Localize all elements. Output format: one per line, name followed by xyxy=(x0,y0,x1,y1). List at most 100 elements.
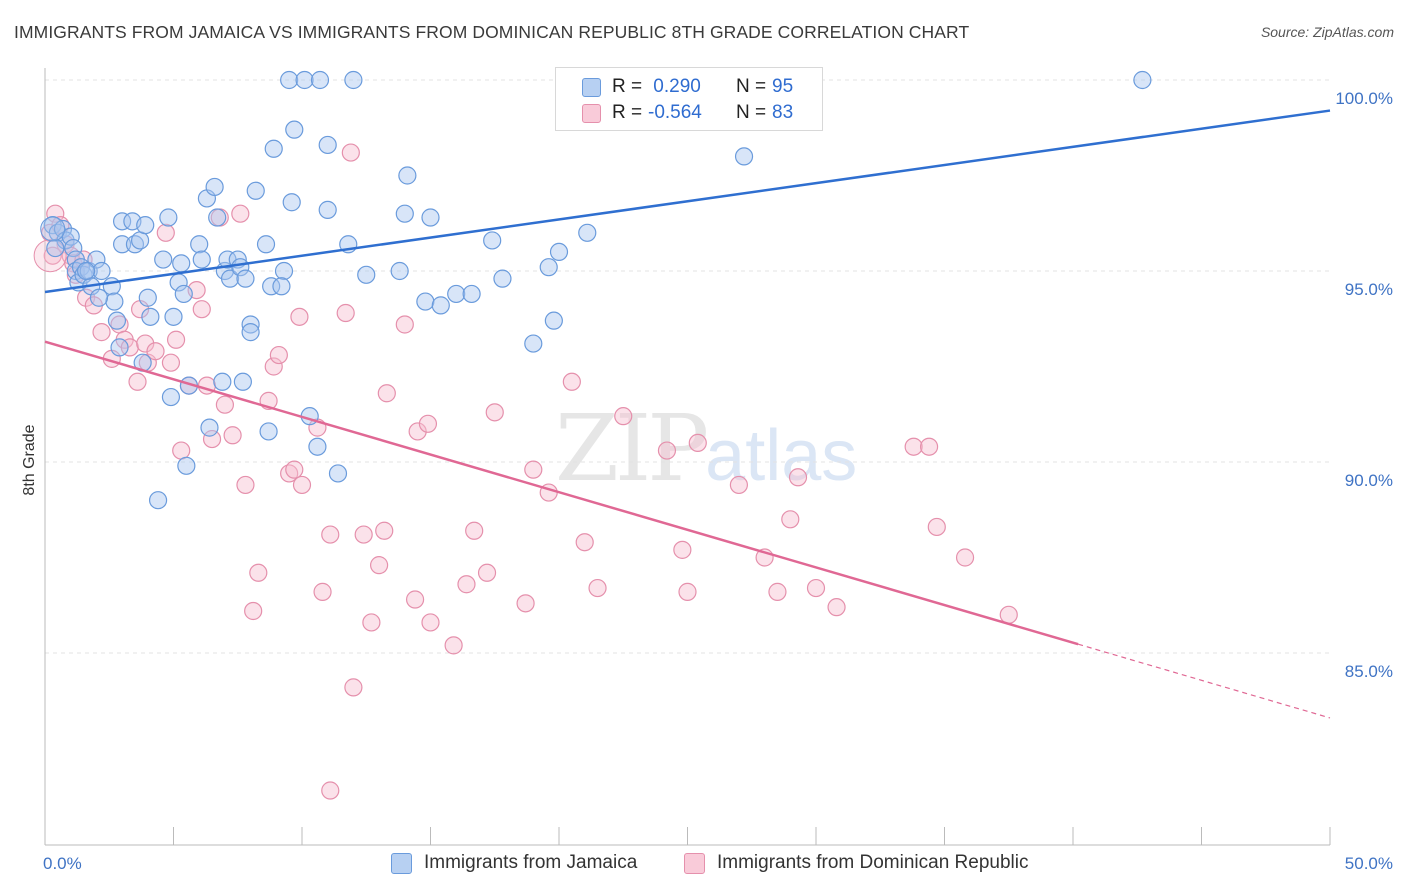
jamaica-point xyxy=(174,284,193,304)
dominican-point xyxy=(524,460,543,479)
dominican-point xyxy=(341,143,360,162)
jamaica-point xyxy=(578,223,597,242)
jamaica-point xyxy=(395,204,414,223)
jamaica-point xyxy=(318,135,337,155)
source-label: Source: ZipAtlas.com xyxy=(1260,24,1394,40)
jamaica-point xyxy=(130,231,150,250)
jamaica-point xyxy=(164,307,183,326)
dominican-point xyxy=(375,521,394,540)
dominican-point xyxy=(120,338,139,357)
dominican-point xyxy=(128,372,147,391)
y-tick-label: 90.0% xyxy=(1345,471,1393,490)
jamaica-point xyxy=(40,216,66,242)
jamaica-point xyxy=(259,422,278,441)
dominican-point xyxy=(485,403,504,422)
jamaica-point xyxy=(280,70,299,90)
dominican-point xyxy=(477,563,497,582)
jamaica-point xyxy=(262,277,281,296)
dominican-point xyxy=(788,468,808,487)
dominican-point xyxy=(657,441,677,460)
jamaica-point xyxy=(272,277,291,296)
jamaica-point xyxy=(87,250,106,269)
y-axis-label: 8th Grade xyxy=(21,424,38,495)
jamaica-point xyxy=(89,288,109,307)
dominican-point xyxy=(313,582,332,601)
y-tick-label: 85.0% xyxy=(1345,662,1393,681)
legend-label-jamaica: Immigrants from Jamaica xyxy=(424,852,638,873)
legend-label-dominican: Immigrants from Dominican Republic xyxy=(717,852,1029,873)
jamaica-trend-line xyxy=(44,109,1331,294)
jamaica-point xyxy=(282,193,301,212)
dominican-point xyxy=(166,330,186,349)
jamaica-point xyxy=(92,261,111,281)
jamaica-point xyxy=(390,261,409,281)
x-tick-label: 0.0% xyxy=(43,854,82,873)
jamaica-point xyxy=(148,491,168,510)
dominican-point xyxy=(161,353,181,372)
y-tick-label: 100.0% xyxy=(1335,89,1393,108)
jamaica-point xyxy=(107,311,127,330)
jamaica-point xyxy=(246,181,265,200)
jamaica-point xyxy=(421,208,440,227)
jamaica-point xyxy=(493,269,512,288)
jamaica-point xyxy=(328,464,348,483)
dominican-point xyxy=(146,342,165,361)
jamaica-point xyxy=(136,216,155,235)
dominican-point xyxy=(806,578,826,598)
jamaica-point xyxy=(192,250,211,269)
legend-n-value: 95 xyxy=(772,76,794,97)
legend-r-label: R = xyxy=(612,102,643,123)
jamaica-point xyxy=(105,292,124,311)
dominican-point xyxy=(285,460,304,479)
correlation-legend: R = 0.290 N = 95 R = -0.564 N = 83 xyxy=(555,67,823,131)
tick-labels: 85.0% 90.0% 95.0% 100.0% 0.0% 50.0% xyxy=(43,89,1393,873)
jamaica-point xyxy=(310,70,330,90)
jamaica-point xyxy=(539,258,558,277)
jamaica-point xyxy=(344,70,363,90)
x-tick-label: 50.0% xyxy=(1345,854,1393,873)
dominican-point xyxy=(344,678,363,697)
jamaica-point xyxy=(177,456,196,475)
jamaica-point xyxy=(138,288,157,307)
dominican-point xyxy=(136,334,155,353)
dominican-point xyxy=(408,422,427,441)
dominican-point xyxy=(678,582,697,601)
dominican-point xyxy=(77,288,96,307)
jamaica-point xyxy=(172,254,191,273)
jamaica-point xyxy=(295,70,314,90)
jamaica-point xyxy=(256,235,276,254)
jamaica-point xyxy=(190,235,209,254)
dominican-point xyxy=(999,605,1018,624)
dominican-point xyxy=(156,223,175,242)
dominican-point xyxy=(673,540,692,559)
jamaica-point xyxy=(462,284,481,304)
dominican-point xyxy=(354,525,373,544)
jamaica-point xyxy=(431,296,450,315)
dominican-point xyxy=(729,475,749,495)
dominican-point xyxy=(249,563,268,582)
jamaica-point xyxy=(213,372,232,391)
jamaica-point xyxy=(159,208,178,227)
dominican-point xyxy=(362,613,381,632)
jamaica-point xyxy=(141,307,160,326)
jamaica-point xyxy=(112,212,132,231)
legend-n-label: N = xyxy=(736,102,767,123)
jamaica-point xyxy=(241,315,260,334)
dominican-point xyxy=(264,357,283,376)
dominican-point xyxy=(827,598,846,617)
dominican-point xyxy=(223,426,242,445)
dominican-point xyxy=(465,521,484,540)
jamaica-point xyxy=(1133,70,1152,90)
dominican-point xyxy=(370,556,389,575)
jamaica-point xyxy=(236,269,255,288)
jamaica-point xyxy=(544,311,563,330)
dominican-point xyxy=(688,433,707,452)
legend-swatch-blue xyxy=(582,78,601,97)
dominican-point xyxy=(421,613,440,632)
dominican-point xyxy=(457,575,476,594)
jamaica-point xyxy=(416,292,435,311)
jamaica-point xyxy=(308,437,327,456)
jamaica-point xyxy=(161,387,181,407)
jamaica-point xyxy=(233,372,252,391)
legend-r-value: 0.290 xyxy=(648,76,701,97)
